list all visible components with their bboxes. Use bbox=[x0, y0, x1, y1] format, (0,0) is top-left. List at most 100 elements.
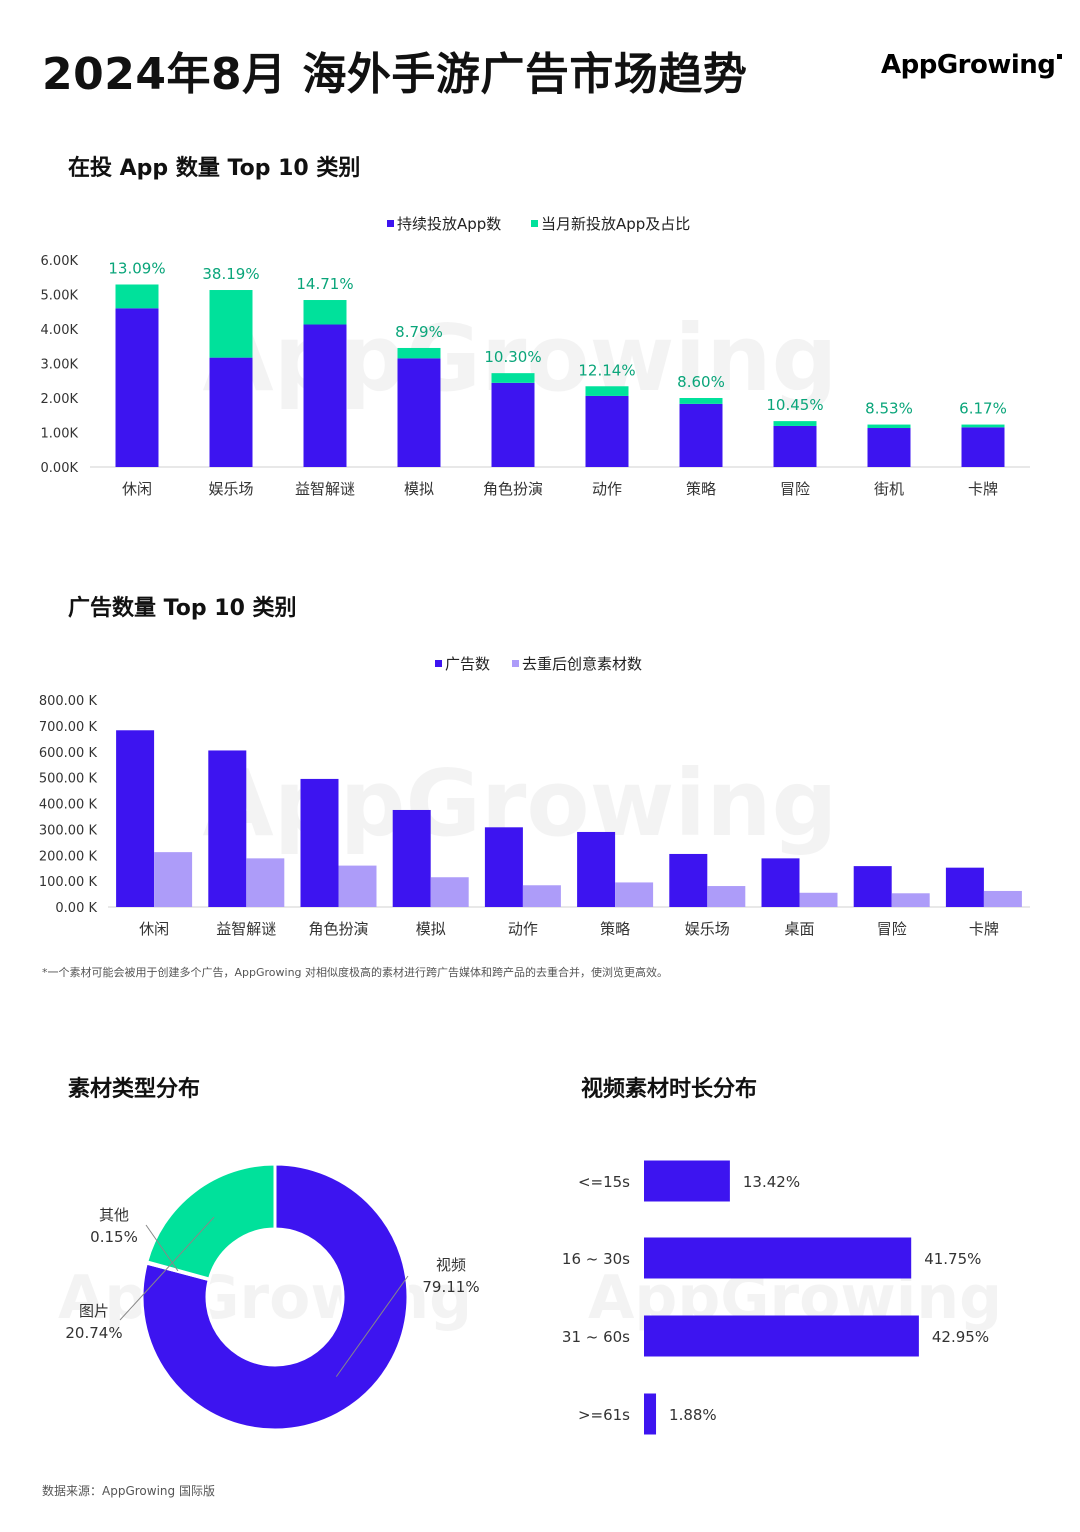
y-tick-label: 700.00 K bbox=[39, 720, 98, 735]
bar-continuing-6 bbox=[585, 395, 629, 467]
bar-new-2 bbox=[209, 290, 253, 358]
bar-continuing-2 bbox=[209, 357, 253, 467]
logo-text: AppGrowing bbox=[881, 50, 1056, 80]
legend-label-series-1: 持续投放App数 bbox=[397, 215, 501, 233]
data-label-3: 14.71% bbox=[296, 275, 353, 293]
chart2-title: 广告数量 Top 10 类别 bbox=[68, 596, 297, 621]
footnote: *一个素材可能会被用于创建多个广告，AppGrowing 对相似度极高的素材进行… bbox=[42, 966, 669, 979]
hbar-value-label: 13.42% bbox=[743, 1173, 800, 1191]
bar-creatives-6 bbox=[615, 882, 654, 907]
bar-new-5 bbox=[491, 373, 535, 383]
bar-new-6 bbox=[585, 386, 629, 396]
data-label-1: 13.09% bbox=[108, 259, 165, 277]
bar-continuing-5 bbox=[491, 382, 535, 467]
data-label-10: 6.17% bbox=[959, 400, 1007, 418]
x-tick-label: 益智解谜 bbox=[216, 920, 276, 938]
hbar-4 bbox=[644, 1393, 657, 1435]
x-tick-label: 冒险 bbox=[780, 480, 810, 498]
x-tick-label: 动作 bbox=[508, 920, 538, 938]
pie-leader-line bbox=[145, 1224, 179, 1272]
y-category-label: 16 ~ 30s bbox=[562, 1250, 630, 1268]
hbar-value-label: 1.88% bbox=[669, 1406, 717, 1424]
bar-new-4 bbox=[397, 347, 441, 359]
x-tick-label: 街机 bbox=[874, 480, 904, 498]
bar-creatives-2 bbox=[246, 858, 285, 907]
legend-swatch-series-2 bbox=[531, 220, 538, 227]
hbar-1 bbox=[644, 1160, 730, 1202]
page-title: 2024年8月 海外手游广告市场趋势 bbox=[42, 49, 748, 100]
x-tick-label: 冒险 bbox=[877, 920, 907, 938]
data-label-9: 8.53% bbox=[865, 400, 913, 418]
y-tick-label: 4.00K bbox=[41, 323, 79, 338]
x-tick-label: 桌面 bbox=[784, 920, 814, 938]
y-tick-label: 300.00 K bbox=[39, 823, 98, 838]
x-tick-label: 娱乐场 bbox=[208, 480, 253, 498]
bar-continuing-10 bbox=[961, 427, 1005, 467]
x-tick-label: 策略 bbox=[600, 920, 630, 938]
bar-creatives-7 bbox=[707, 886, 746, 907]
bar-ads-4 bbox=[392, 809, 431, 907]
pie-leader-line bbox=[335, 1275, 409, 1377]
bar-new-7 bbox=[679, 398, 723, 404]
appgrowing-logo: AppGrowing bbox=[881, 50, 1063, 80]
chart4-title: 视频素材时长分布 bbox=[581, 1077, 758, 1102]
data-label-5: 10.30% bbox=[484, 348, 541, 366]
pie-label: 图片 bbox=[79, 1302, 109, 1320]
bar-ads-9 bbox=[853, 866, 892, 907]
bar-ads-3 bbox=[300, 778, 339, 907]
bar-creatives-8 bbox=[799, 892, 838, 907]
x-tick-label: 娱乐场 bbox=[685, 920, 730, 938]
logo-dot-icon bbox=[1057, 54, 1063, 59]
x-tick-label: 模拟 bbox=[416, 920, 446, 938]
pie-label: 其他 bbox=[99, 1206, 129, 1224]
y-tick-label: 3.00K bbox=[41, 358, 79, 373]
pie-value-label: 0.15% bbox=[90, 1228, 138, 1246]
y-tick-label: 200.00 K bbox=[39, 849, 98, 864]
bar-creatives-4 bbox=[430, 877, 469, 907]
data-label-8: 10.45% bbox=[766, 396, 823, 414]
bar-new-3 bbox=[303, 300, 347, 325]
y-tick-label: 0.00K bbox=[41, 461, 79, 476]
y-category-label: 31 ~ 60s bbox=[562, 1328, 630, 1346]
y-tick-label: 400.00 K bbox=[39, 798, 98, 813]
bar-creatives-3 bbox=[338, 865, 377, 907]
y-tick-label: 500.00 K bbox=[39, 772, 98, 787]
bar-continuing-3 bbox=[303, 324, 347, 467]
bar-ads-10 bbox=[945, 867, 984, 907]
x-tick-label: 角色扮演 bbox=[308, 920, 368, 938]
y-tick-label: 800.00 K bbox=[39, 694, 98, 709]
y-tick-label: 6.00K bbox=[41, 254, 79, 269]
hbar-2 bbox=[644, 1237, 912, 1279]
bar-ads-7 bbox=[669, 853, 708, 907]
data-label-2: 38.19% bbox=[202, 265, 259, 283]
pie-slice-3 bbox=[144, 1162, 277, 1281]
x-tick-label: 益智解谜 bbox=[295, 480, 355, 498]
chart3-title: 素材类型分布 bbox=[68, 1077, 201, 1102]
legend-label-series-2: 当月新投放App及占比 bbox=[541, 215, 690, 233]
data-label-7: 8.60% bbox=[677, 373, 725, 391]
legend-swatch-series-2 bbox=[512, 660, 519, 667]
bar-ads-1 bbox=[116, 730, 155, 907]
legend-swatch-series-1 bbox=[387, 220, 394, 227]
bar-continuing-9 bbox=[867, 428, 911, 467]
x-tick-label: 卡牌 bbox=[969, 920, 999, 938]
x-tick-label: 休闲 bbox=[139, 920, 169, 938]
x-tick-label: 休闲 bbox=[122, 480, 152, 498]
bar-creatives-9 bbox=[891, 893, 930, 907]
bar-continuing-7 bbox=[679, 403, 723, 467]
legend-label-series-1: 广告数 bbox=[445, 655, 490, 673]
y-tick-label: 2.00K bbox=[41, 392, 79, 407]
pie-leader-line bbox=[119, 1216, 215, 1321]
bar-continuing-1 bbox=[115, 308, 159, 467]
chart1-title: 在投 App 数量 Top 10 类别 bbox=[68, 156, 361, 181]
bar-new-1 bbox=[115, 284, 159, 309]
x-tick-label: 动作 bbox=[592, 480, 622, 498]
x-tick-label: 卡牌 bbox=[968, 480, 998, 498]
x-tick-label: 模拟 bbox=[404, 480, 434, 498]
bar-creatives-5 bbox=[522, 885, 561, 907]
hbar-3 bbox=[644, 1315, 919, 1357]
chart1-svg: AppGrowing持续投放App数当月新投放App及占比0.00K1.00K2… bbox=[41, 215, 1030, 498]
